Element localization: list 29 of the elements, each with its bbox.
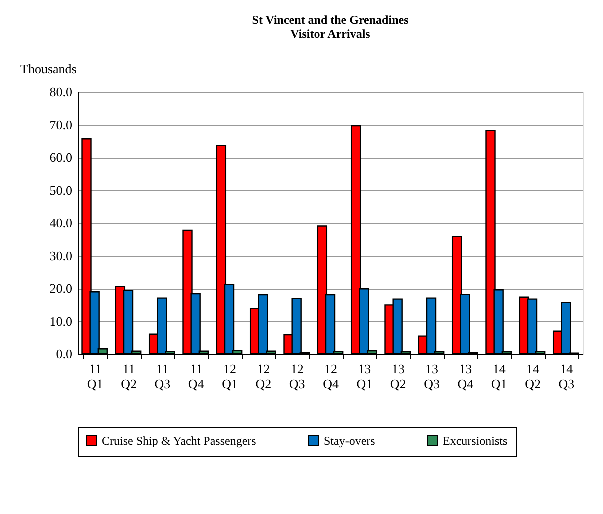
legend-label: Cruise Ship & Yacht Passengers: [102, 434, 257, 448]
x-tick-label: 14 Q3: [558, 362, 575, 392]
x-tick-label: 11 Q1: [87, 362, 104, 392]
x-tick-label: 11 Q4: [188, 362, 205, 392]
legend-label: Stay-overs: [324, 434, 376, 448]
y-tick-label: 50.0: [50, 182, 72, 198]
y-tick-label: 10.0: [50, 314, 72, 329]
x-tick-label: 12 Q1: [222, 362, 238, 392]
x-tick-label: 14 Q1: [491, 362, 508, 392]
chart-title: St Vincent and the Grenadines Visitor Arrivals: [252, 13, 410, 41]
y-tick-label: 40.0: [50, 216, 72, 230]
x-tick-label: 14 Q2: [525, 362, 541, 392]
y-tick-label: 0.0: [56, 346, 72, 362]
y-tick-label: 80.0: [50, 84, 72, 100]
x-tick-label: 13 Q2: [390, 362, 406, 392]
x-tick-label: 13 Q1: [356, 362, 373, 392]
x-tick-label: 13 Q3: [424, 362, 440, 392]
x-tick-label: 13 Q4: [458, 362, 474, 392]
y-tick-label: 30.0: [50, 248, 72, 264]
x-tick-label: 11 Q2: [121, 362, 137, 392]
x-tick-label: 12 Q4: [323, 362, 340, 392]
y-tick-label: 20.0: [50, 281, 72, 296]
legend-label: Excursionists: [443, 434, 508, 448]
x-tick-label: 11 Q3: [154, 362, 171, 392]
y-axis-title: Thousands: [20, 62, 77, 76]
x-tick-label: 12 Q3: [289, 362, 306, 392]
y-tick-label: 70.0: [50, 117, 72, 132]
y-tick-label: 60.0: [50, 150, 72, 165]
x-tick-label: 12 Q2: [256, 362, 272, 392]
